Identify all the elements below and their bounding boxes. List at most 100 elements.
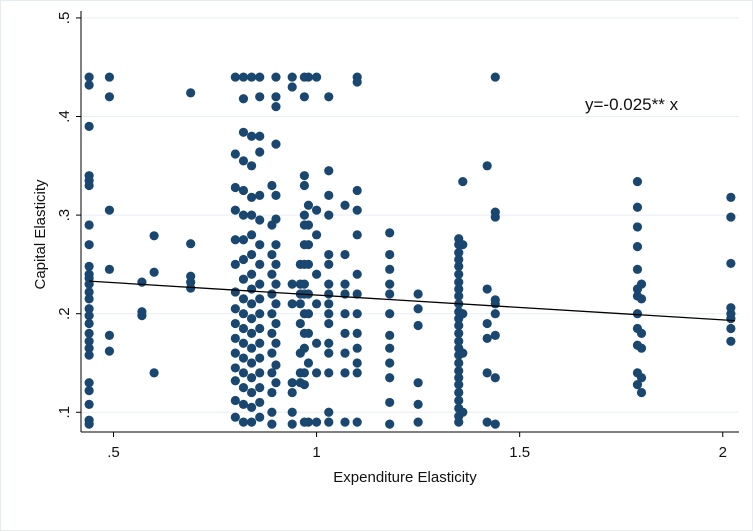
data-point — [454, 247, 464, 258]
data-point — [255, 92, 265, 102]
data-point — [413, 289, 423, 299]
data-point — [324, 348, 334, 358]
data-point — [137, 311, 147, 321]
data-point — [238, 127, 249, 137]
data-points — [84, 72, 736, 429]
data-point — [84, 399, 94, 409]
data-point — [458, 348, 468, 358]
data-point — [246, 299, 257, 309]
y-tick-label: .4 — [56, 110, 73, 123]
fit-line — [89, 280, 735, 322]
x-tick-label: .5 — [107, 444, 120, 461]
data-point — [324, 249, 334, 260]
data-point — [255, 215, 265, 225]
data-point — [267, 407, 277, 417]
data-point — [271, 72, 281, 82]
data-point — [303, 72, 314, 82]
data-point — [230, 235, 240, 245]
data-point — [84, 287, 94, 297]
data-point — [311, 269, 322, 279]
data-point — [238, 294, 249, 304]
data-point — [490, 330, 500, 340]
data-point — [149, 267, 159, 277]
data-point — [303, 200, 314, 210]
data-point — [84, 318, 94, 329]
data-point — [84, 328, 94, 339]
data-point — [385, 309, 395, 319]
data-point — [230, 205, 240, 215]
data-point — [726, 258, 736, 269]
data-point — [255, 259, 265, 269]
data-point — [238, 156, 249, 166]
data-point — [636, 343, 647, 353]
data-point — [490, 299, 500, 309]
data-point — [352, 309, 362, 319]
data-point — [230, 348, 240, 358]
data-point — [413, 320, 423, 331]
data-point — [352, 77, 362, 87]
data-point — [303, 328, 314, 339]
data-point — [299, 180, 309, 191]
data-point — [246, 328, 257, 339]
data-point — [246, 249, 257, 260]
data-point — [299, 279, 309, 289]
data-point — [299, 380, 309, 390]
data-point — [311, 368, 322, 378]
data-point — [287, 82, 297, 92]
data-point — [299, 368, 309, 378]
data-point — [246, 358, 257, 368]
data-point — [385, 343, 395, 353]
data-point — [295, 318, 305, 329]
data-point — [238, 417, 249, 427]
data-point — [246, 210, 257, 220]
data-point — [271, 102, 281, 112]
data-point — [454, 336, 464, 346]
data-point — [454, 395, 464, 406]
data-point — [632, 264, 643, 274]
data-point — [482, 161, 492, 171]
data-point — [271, 190, 281, 200]
data-point — [299, 210, 309, 220]
data-point — [632, 380, 643, 390]
data-point — [632, 242, 643, 252]
data-point — [324, 309, 334, 319]
data-point — [454, 277, 464, 287]
data-point — [632, 202, 643, 212]
data-point — [255, 294, 265, 304]
data-point — [385, 373, 395, 383]
data-point — [324, 92, 334, 102]
data-point — [230, 318, 240, 329]
data-point — [104, 264, 115, 274]
data-point — [271, 338, 281, 348]
data-point — [238, 323, 249, 334]
data-point — [267, 387, 277, 398]
data-point — [324, 210, 334, 220]
data-point — [324, 368, 334, 378]
data-point — [299, 343, 309, 353]
data-point — [84, 121, 94, 131]
data-point — [385, 358, 395, 368]
data-point — [84, 350, 94, 360]
data-point — [255, 323, 265, 334]
data-point — [271, 299, 281, 309]
data-point — [84, 180, 94, 191]
data-point — [230, 182, 240, 193]
data-point — [84, 261, 94, 271]
data-point — [340, 249, 350, 260]
data-point — [385, 249, 395, 260]
data-point — [271, 259, 281, 269]
data-point — [340, 417, 350, 427]
data-point — [458, 176, 468, 187]
data-point — [454, 328, 464, 339]
data-point — [490, 212, 500, 222]
data-point — [299, 171, 309, 181]
data-point — [413, 304, 423, 314]
x-tick-label: 2 — [719, 444, 727, 461]
data-point — [84, 343, 94, 353]
data-point — [324, 417, 334, 427]
data-point — [295, 299, 305, 309]
data-point — [482, 284, 492, 294]
data-point — [385, 397, 395, 408]
data-point — [324, 289, 334, 299]
